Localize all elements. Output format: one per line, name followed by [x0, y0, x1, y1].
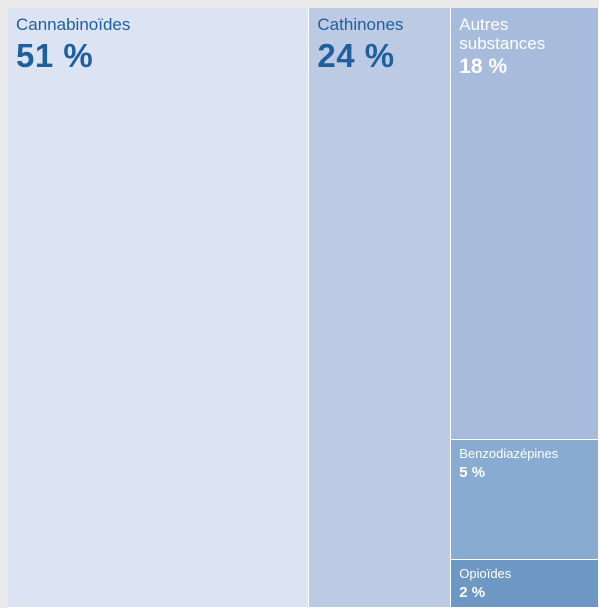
tile-autres-substances-value: 18 %: [459, 55, 508, 79]
tile-opioides-value: 2 %: [459, 583, 486, 601]
tile-opioides: Opioïdes 2 %: [451, 560, 599, 608]
tile-opioides-name: Opioïdes: [459, 566, 512, 581]
tile-autres-substances-name: Autres substances: [459, 15, 546, 54]
treemap-chart: Cannabinoïdes 51 % Cathinones 24 % Autre…: [8, 8, 599, 608]
tile-cannabinoides-value: 51 %: [16, 37, 94, 75]
tile-cathinones-value: 24 %: [317, 37, 395, 75]
tile-cannabinoides: Cannabinoïdes 51 %: [8, 8, 310, 608]
tile-autres-substances: Autres substances 18 %: [451, 8, 599, 440]
tile-cathinones: Cathinones 24 %: [309, 8, 452, 608]
tile-benzodiazepines-name: Benzodiazépines: [459, 446, 559, 461]
tile-cannabinoides-name: Cannabinoïdes: [16, 15, 131, 34]
tile-cathinones-name: Cathinones: [317, 15, 404, 34]
tile-benzodiazepines: Benzodiazépines 5 %: [451, 440, 599, 560]
tile-benzodiazepines-value: 5 %: [459, 463, 486, 481]
